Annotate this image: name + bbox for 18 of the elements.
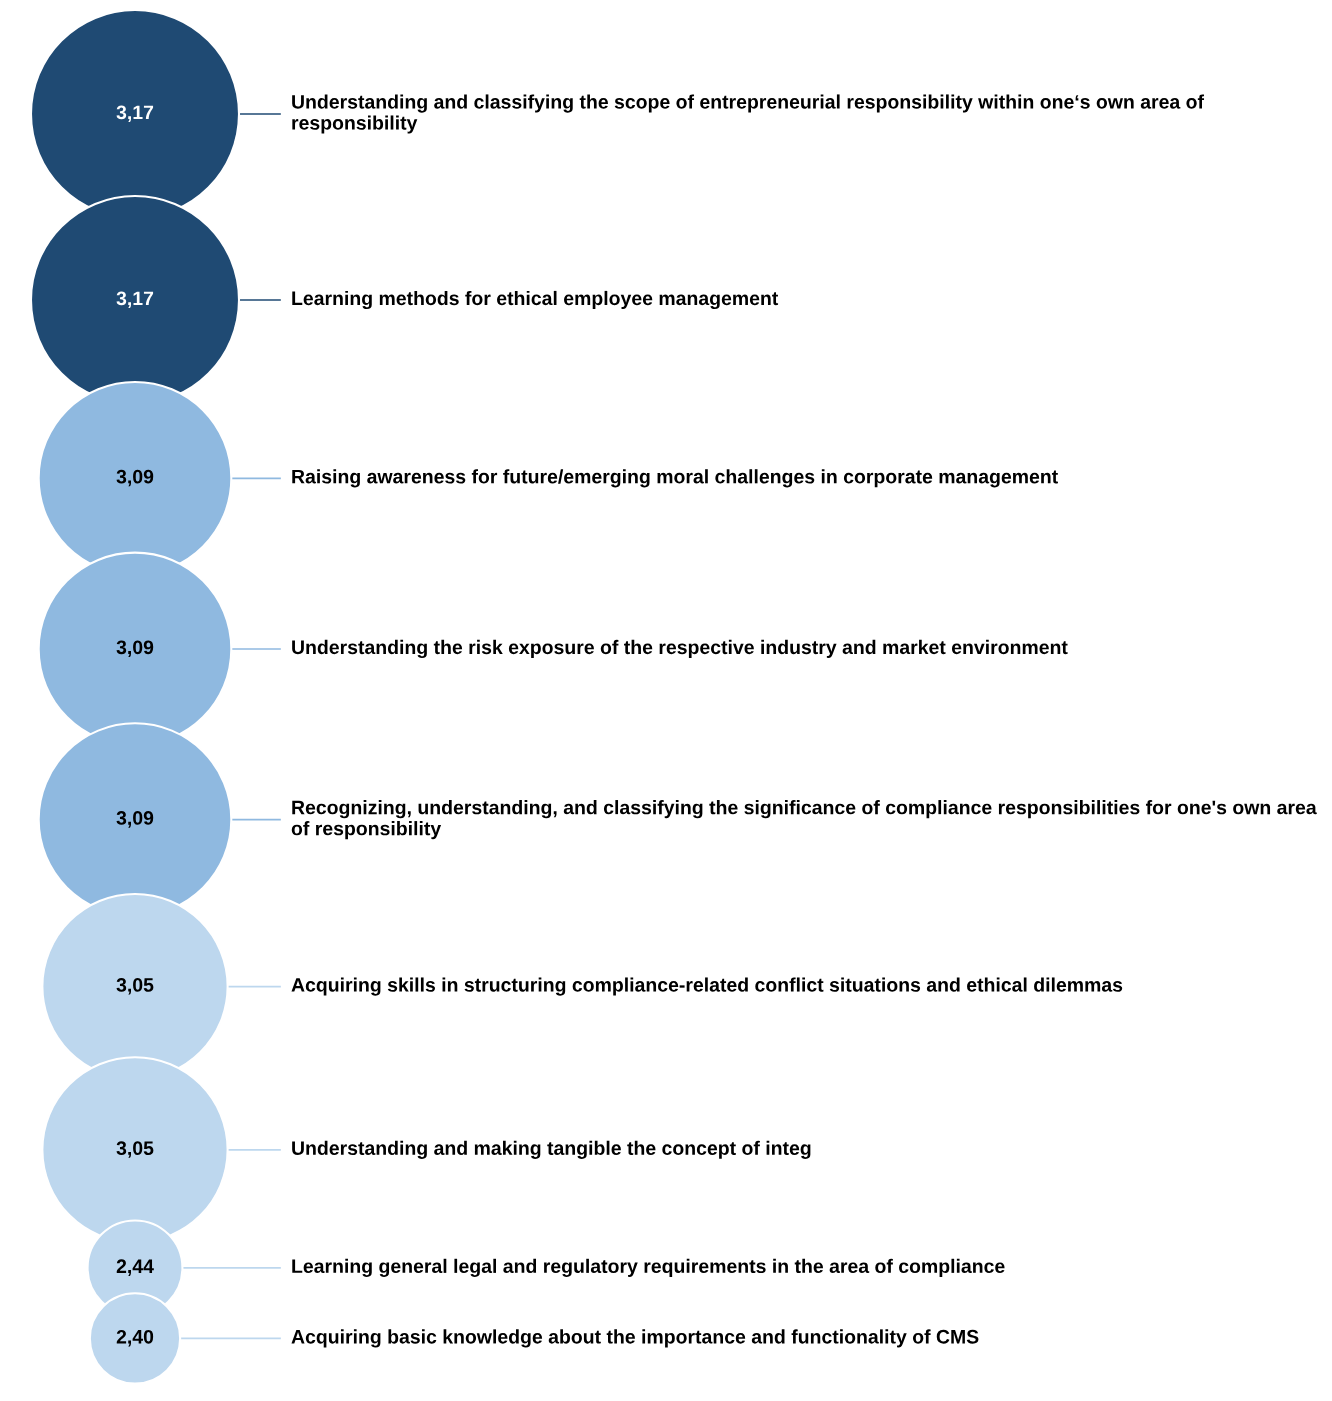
data-label: 2,44 <box>116 1259 154 1276</box>
category-label: Raising awareness for future/emerging moral challenges in corporate management <box>292 469 1058 488</box>
data-label: 3,17 <box>116 291 154 309</box>
data-label: 3,09 <box>116 811 154 828</box>
category-label: Recognizing, understanding, and classifying the significance of compliance responsibilities for one's own area of responsibility <box>291 800 1317 840</box>
data-label: 3,17 <box>116 105 154 123</box>
data-label: 2,40 <box>116 1329 154 1347</box>
data-label: 3,05 <box>116 1141 154 1158</box>
category-label: Acquiring skills in structuring compliance-related conflict situations and ethical dilemmas <box>291 977 1123 996</box>
category-label: Understanding the risk exposure of the respective industry and market environment <box>292 639 1068 659</box>
data-label: 3,09 <box>116 640 154 658</box>
category-label: Learning general legal and regulatory requirements in the area of compliance <box>292 1258 1005 1277</box>
category-label: Understanding and making tangible the concept of integ <box>292 1140 811 1159</box>
category-label: Acquiring basic knowledge about the importance and functionality of CMS <box>291 1329 979 1348</box>
category-label: Learning methods for ethical employee management <box>292 290 779 310</box>
category-label: Understanding and classifying the scope of entrepreneurial responsibility within one‘s own area of responsibility <box>292 94 1205 134</box>
data-label: 3,09 <box>116 469 154 487</box>
data-label: 3,05 <box>116 978 154 995</box>
